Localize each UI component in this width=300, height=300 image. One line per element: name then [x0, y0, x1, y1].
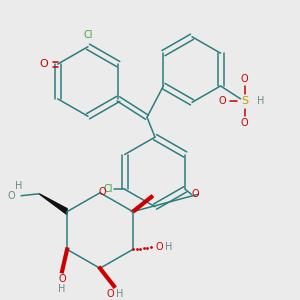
Text: O: O [39, 59, 48, 69]
Text: O: O [241, 74, 248, 84]
Text: O: O [58, 274, 66, 284]
Polygon shape [39, 194, 67, 214]
Text: O: O [241, 118, 248, 128]
Text: Cl: Cl [83, 30, 93, 40]
Text: H: H [116, 289, 124, 299]
Text: H: H [257, 96, 264, 106]
Text: H: H [15, 181, 23, 191]
Text: H: H [165, 242, 172, 252]
Text: O: O [191, 189, 199, 199]
Text: S: S [241, 96, 248, 106]
Text: H: H [58, 284, 66, 294]
Text: Cl: Cl [104, 184, 113, 194]
Polygon shape [131, 196, 153, 211]
Text: O: O [7, 191, 15, 201]
Text: O: O [155, 242, 163, 252]
Text: O: O [219, 96, 226, 106]
Text: O: O [98, 187, 106, 197]
Text: O: O [106, 289, 114, 299]
